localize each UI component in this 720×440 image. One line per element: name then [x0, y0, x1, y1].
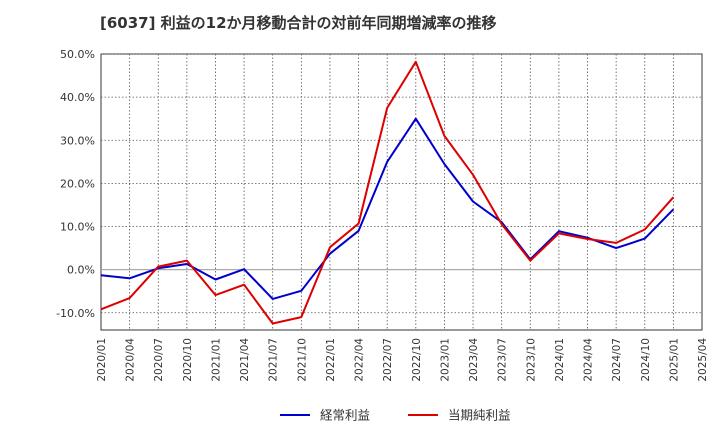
x-tick-label: 2020/07 [153, 338, 165, 382]
series-line-経常利益 [100, 117, 675, 300]
x-tick-label: 2023/07 [497, 338, 509, 382]
y-tick-label: 20.0% [60, 177, 95, 190]
x-tick-label: 2022/10 [411, 338, 423, 382]
y-tick-label: 40.0% [60, 91, 95, 104]
x-tick-label: 2024/10 [640, 338, 652, 382]
x-tick-label: 2020/01 [96, 338, 108, 382]
chart-title: [6037] 利益の12か月移動合計の対前年同期増減率の推移 [100, 14, 497, 32]
y-tick-label: 10.0% [60, 221, 95, 234]
x-tick-label: 2024/07 [611, 338, 623, 382]
x-tick-label: 2020/10 [182, 338, 194, 382]
legend: 経常利益 当期純利益 [280, 408, 511, 423]
x-tick-label: 2021/04 [239, 338, 251, 382]
series-line-当期純利益 [100, 60, 675, 325]
y-tick-label: -10.0% [56, 307, 95, 320]
y-tick-label: 30.0% [60, 134, 95, 147]
x-tick-label: 2023/04 [468, 338, 480, 382]
x-tick-label: 2021/10 [296, 338, 308, 382]
y-tick-label: 50.0% [60, 48, 95, 61]
horizontal-gridlines [101, 53, 702, 314]
x-tick-label: 2025/01 [668, 338, 680, 382]
x-tick-label: 2023/01 [439, 338, 451, 382]
x-tick-label: 2024/01 [554, 338, 566, 382]
x-tick-label: 2020/04 [125, 338, 137, 382]
x-tick-label: 2023/10 [525, 338, 537, 382]
x-tick-label: 2022/04 [354, 338, 366, 382]
x-axis-tick-labels: 2020/01 2020/04 2020/07 2020/10 2021/01 2021/… [96, 338, 709, 382]
y-axis-tick-labels: -10.0% 0.0% 10.0% 20.0% 30.0% 40.0% 50.0% [56, 48, 95, 320]
x-tick-label: 2021/07 [268, 338, 280, 382]
x-tick-label: 2024/04 [583, 338, 595, 382]
vertical-gridlines [129, 54, 674, 330]
legend-label: 経常利益 [320, 408, 370, 423]
legend-label: 当期純利益 [448, 408, 511, 423]
x-tick-label: 2025/04 [697, 338, 709, 382]
plot-area [100, 53, 703, 331]
x-tick-label: 2022/07 [382, 338, 394, 382]
x-tick-label: 2022/01 [325, 338, 337, 382]
y-tick-label: 0.0% [67, 264, 95, 277]
x-tick-label: 2021/01 [210, 338, 222, 382]
series-lines [100, 60, 675, 325]
